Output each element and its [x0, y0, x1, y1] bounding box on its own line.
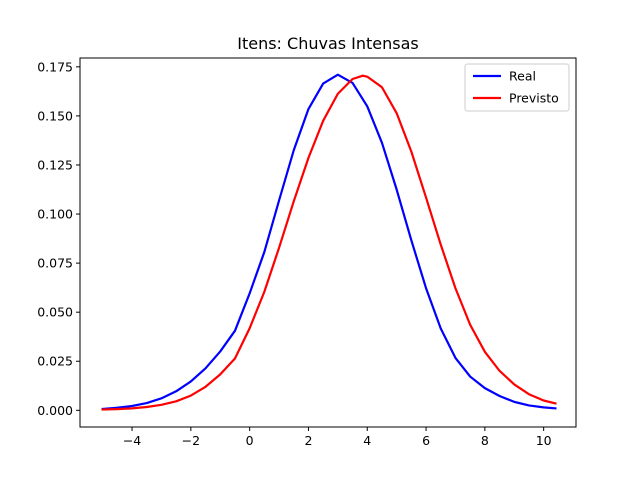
y-tick-label: 0.150	[37, 108, 73, 123]
legend-label-previsto: Previsto	[509, 91, 559, 106]
y-tick-label: 0.100	[37, 207, 73, 222]
x-tick-label: 8	[481, 433, 489, 448]
y-tick-label: 0.050	[37, 305, 73, 320]
x-tick-label: −2	[182, 433, 200, 448]
series-line-real	[101, 73, 557, 411]
x-tick-label: 2	[304, 433, 312, 448]
legend: Real Previsto	[464, 63, 570, 112]
y-tick-label: 0.025	[37, 354, 73, 369]
x-tick-label: 4	[363, 433, 371, 448]
y-tick-label: 0.000	[37, 403, 73, 418]
axes: −4 −2 0 2 4 6 8 10 0.000 0.025 0.050 0.075 0.100 0.12…	[37, 57, 577, 448]
series-line-previsto	[101, 74, 557, 411]
x-tick-label: 0	[246, 433, 254, 448]
plot-area	[101, 73, 557, 411]
chart-title: Itens: Chuvas Intensas	[237, 34, 419, 53]
x-tick-label: 6	[422, 433, 430, 448]
x-tick-label: −4	[123, 433, 141, 448]
x-tick-label: 10	[536, 433, 552, 448]
y-tick-label: 0.075	[37, 256, 73, 271]
axes-frame	[79, 57, 577, 428]
legend-label-real: Real	[509, 69, 536, 84]
y-tick-label: 0.125	[37, 157, 73, 172]
y-tick-label: 0.175	[37, 59, 73, 74]
